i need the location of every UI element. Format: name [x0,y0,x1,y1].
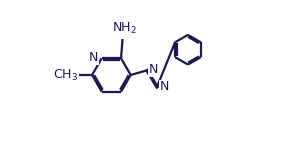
Text: CH$_3$: CH$_3$ [53,68,78,82]
Text: N: N [149,63,159,76]
Text: NH$_2$: NH$_2$ [112,21,137,36]
Text: N: N [159,80,169,93]
Text: N: N [89,51,98,64]
